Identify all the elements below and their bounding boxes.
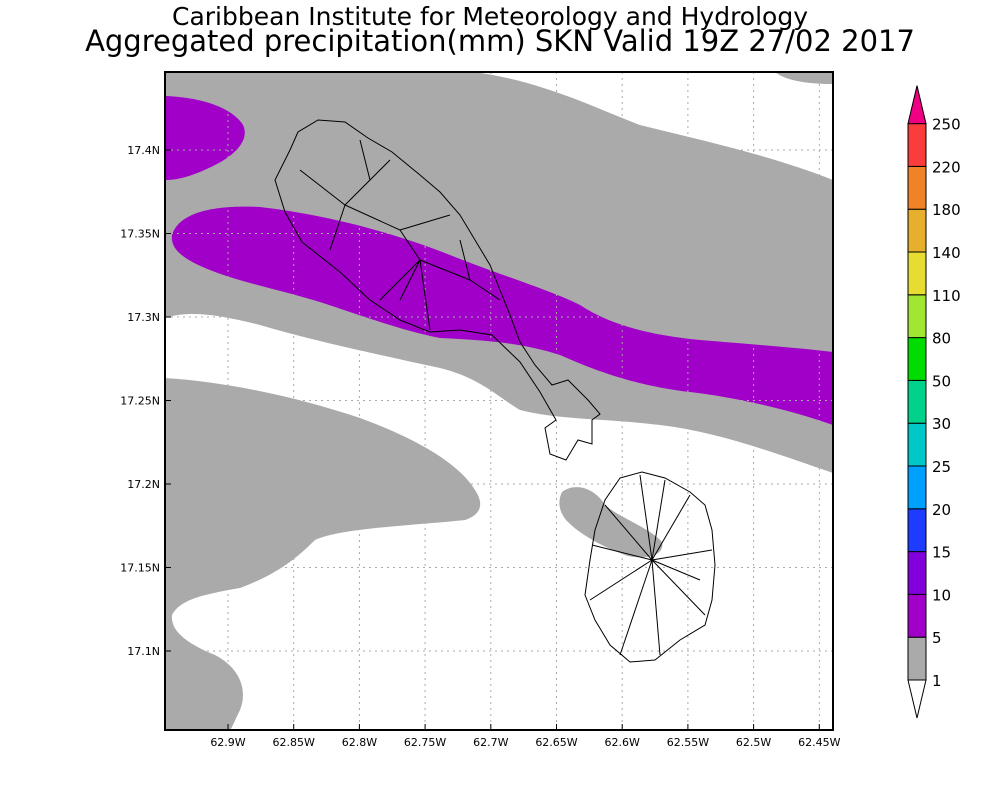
lon-label: 62.85W — [273, 736, 315, 749]
lat-label: 17.2N — [127, 478, 160, 491]
lon-label: 62.6W — [605, 736, 640, 749]
lon-label: 62.8W — [342, 736, 377, 749]
gray-blob-nevis — [559, 487, 663, 558]
lon-label: 62.9W — [210, 736, 245, 749]
colorbar-swatch — [907, 508, 927, 553]
lat-label: 17.25N — [120, 395, 160, 408]
purple-blob-nw — [165, 96, 245, 180]
lon-label: 62.7W — [473, 736, 508, 749]
colorbar-label: 30 — [932, 415, 951, 433]
colorbar-swatch — [907, 337, 927, 381]
colorbar-label: 180 — [932, 201, 961, 219]
colorbar-swatch — [907, 465, 927, 510]
colorbar-below-arrow — [907, 679, 927, 719]
latitude-axis: 17.4N 17.35N 17.3N 17.25N 17.2N 17.15N 17.1N — [120, 144, 171, 658]
gray-region-sw — [165, 378, 481, 730]
colorbar-swatch — [907, 123, 927, 167]
colorbar-label: 15 — [932, 544, 951, 562]
longitude-axis: 62.9W 62.85W 62.8W 62.75W 62.7W 62.65W 62.6W 62… — [210, 724, 841, 749]
lat-label: 17.3N — [127, 311, 160, 324]
colorbar-label: 220 — [932, 158, 961, 176]
title-product: Aggregated precipitation(mm) SKN Valid 1… — [85, 24, 915, 58]
lat-label: 17.35N — [120, 228, 160, 241]
colorbar-label: 110 — [932, 287, 961, 305]
lat-label: 17.4N — [127, 144, 160, 157]
colorbar-swatch — [907, 379, 927, 424]
colorbar-swatch — [907, 551, 927, 595]
island-nevis — [584, 471, 716, 663]
colorbar-label: 5 — [932, 629, 942, 647]
colorbar-swatch — [907, 251, 927, 296]
colorbar-swatch — [907, 294, 927, 339]
colorbar-above-arrow — [907, 85, 927, 125]
lon-label: 62.45W — [798, 736, 840, 749]
colorbar-swatch — [907, 593, 927, 638]
colorbar-label: 25 — [932, 458, 951, 476]
colorbar-label: 140 — [932, 244, 961, 262]
title-institute: Caribbean Institute for Meteorology and … — [172, 2, 808, 31]
colorbar-label: 250 — [932, 116, 961, 134]
lon-label: 62.65W — [535, 736, 577, 749]
colorbar-label: 50 — [932, 372, 951, 390]
lat-label: 17.15N — [120, 562, 160, 575]
colorbar-label: 10 — [932, 586, 951, 604]
colorbar-swatch — [907, 165, 927, 210]
colorbar-label: 1 — [932, 672, 942, 690]
colorbar-swatch — [907, 208, 927, 253]
gray-corner-ne — [775, 72, 833, 84]
lon-label: 62.5W — [736, 736, 771, 749]
island-st-kitts — [274, 119, 601, 461]
purple-band — [171, 206, 833, 425]
colorbar-swatch — [907, 636, 927, 681]
lon-label: 62.55W — [667, 736, 709, 749]
lat-label: 17.1N — [127, 645, 160, 658]
colorbar-label: 20 — [932, 501, 951, 519]
colorbar-label: 80 — [932, 330, 951, 348]
colorbar-swatch — [907, 422, 927, 467]
grid-lines — [165, 72, 833, 730]
lon-label: 62.75W — [404, 736, 446, 749]
